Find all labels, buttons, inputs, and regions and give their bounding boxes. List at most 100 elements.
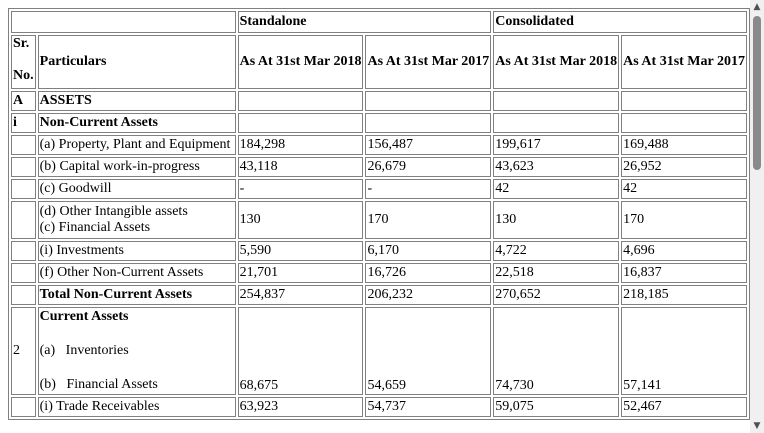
sr-header-line2: No. (13, 68, 34, 83)
value-cell: 4,696 (621, 241, 747, 261)
value-cell (365, 113, 492, 133)
standalone-header: Standalone (237, 11, 492, 33)
scroll-down-arrow-icon[interactable]: ▼ (753, 421, 761, 431)
particulars-cell: (d) Other Intangible assets (c) Financial… (37, 201, 236, 239)
particulars-cell: (i) Investments (37, 241, 236, 261)
value-cell: 16,837 (621, 263, 747, 283)
particulars-cell: (f) Other Non-Current Assets (37, 263, 236, 283)
sr-cell (11, 263, 36, 283)
value-cell: 270,652 (493, 285, 620, 305)
sr-cell (11, 201, 36, 239)
table-row: i Non-Current Assets (11, 113, 747, 133)
standalone-2018-header: As At 31st Mar 2018 (237, 35, 364, 89)
inventories-label: (a) Inventories (39, 343, 129, 358)
value-cell (365, 91, 492, 111)
table-row: (b) Capital work-in-progress 43,118 26,6… (11, 157, 747, 177)
scroll-up-arrow-icon[interactable]: ▲ (753, 2, 761, 12)
particulars-cell: (b) Capital work-in-progress (37, 157, 236, 177)
scrollbar-thumb[interactable] (753, 16, 761, 170)
table-row: A ASSETS (11, 91, 747, 111)
value-cell: 218,185 (621, 285, 747, 305)
consolidated-header: Consolidated (493, 11, 747, 33)
particulars-header: Particulars (37, 35, 236, 89)
value-cell: 5,590 (237, 241, 364, 261)
table-row: (a) Property, Plant and Equipment 184,29… (11, 135, 747, 155)
value-cell: 199,617 (493, 135, 620, 155)
value-cell: 52,467 (621, 397, 747, 417)
value-cell: 130 (237, 201, 364, 239)
value-cell: 16,726 (365, 263, 492, 283)
value-cell: - (237, 179, 364, 199)
value-cell: 54,737 (365, 397, 492, 417)
sr-cell: i (11, 113, 36, 133)
balance-sheet-table: Standalone Consolidated Sr. No. Particula… (8, 8, 750, 420)
value-cell: 130 (493, 201, 620, 239)
value-cell (237, 113, 364, 133)
particulars-cell: (a) Property, Plant and Equipment (37, 135, 236, 155)
value-cell: 74,730 (493, 307, 620, 395)
value-cell: 156,487 (365, 135, 492, 155)
sr-cell (11, 135, 36, 155)
particulars-cell: Non-Current Assets (37, 113, 236, 133)
consolidated-2018-header: As At 31st Mar 2018 (493, 35, 620, 89)
value-cell: 254,837 (237, 285, 364, 305)
sr-cell (11, 179, 36, 199)
value-cell: 22,518 (493, 263, 620, 283)
value-cell: 42 (493, 179, 620, 199)
blank-header-cell (11, 11, 236, 33)
value-cell: 170 (621, 201, 747, 239)
sr-no-header: Sr. No. (11, 35, 36, 89)
value-cell: 206,232 (365, 285, 492, 305)
sr-cell (11, 157, 36, 177)
particulars-cell: (i) Trade Receivables (37, 397, 236, 417)
value-cell: 26,952 (621, 157, 747, 177)
value-cell: 6,170 (365, 241, 492, 261)
value-cell: 68,675 (237, 307, 364, 395)
intangible-label: (d) Other Intangible assets (39, 204, 188, 219)
particulars-cell: Current Assets (a) Inventories (b) Finan… (37, 307, 236, 395)
value-cell: 26,679 (365, 157, 492, 177)
sr-cell: 2 (11, 307, 36, 395)
particulars-cell: ASSETS (37, 91, 236, 111)
value-cell: 63,923 (237, 397, 364, 417)
table-row: (c) Goodwill - - 42 42 (11, 179, 747, 199)
sr-cell (11, 397, 36, 417)
value-cell: 170 (365, 201, 492, 239)
value-cell: 4,722 (493, 241, 620, 261)
table-row: (f) Other Non-Current Assets 21,701 16,7… (11, 263, 747, 283)
sr-cell: A (11, 91, 36, 111)
value-cell: 43,118 (237, 157, 364, 177)
group-header-row: Standalone Consolidated (11, 11, 747, 33)
sr-cell (11, 241, 36, 261)
value-cell: 169,488 (621, 135, 747, 155)
value-cell (493, 91, 620, 111)
value-cell (621, 91, 747, 111)
value-cell: 42 (621, 179, 747, 199)
current-assets-label: Current Assets (39, 309, 129, 324)
sr-header-line1: Sr. (13, 36, 30, 51)
table-row: (i) Trade Receivables 63,923 54,737 59,0… (11, 397, 747, 417)
value-cell: 57,141 (621, 307, 747, 395)
value-cell (621, 113, 747, 133)
value-cell: 54,659 (365, 307, 492, 395)
table-row: 2 Current Assets (a) Inventories (b) Fin… (11, 307, 747, 395)
value-cell: 21,701 (237, 263, 364, 283)
value-cell: 184,298 (237, 135, 364, 155)
value-cell: 59,075 (493, 397, 620, 417)
value-cell (493, 113, 620, 133)
consolidated-2017-header: As At 31st Mar 2017 (621, 35, 747, 89)
value-cell (237, 91, 364, 111)
table-row: Total Non-Current Assets 254,837 206,232… (11, 285, 747, 305)
standalone-2017-header: As At 31st Mar 2017 (365, 35, 492, 89)
table-row: (i) Investments 5,590 6,170 4,722 4,696 (11, 241, 747, 261)
value-cell: 43,623 (493, 157, 620, 177)
vertical-scrollbar[interactable]: ▲ ▼ (750, 0, 764, 433)
financial-assets-label: (c) Financial Assets (39, 220, 151, 235)
column-header-row: Sr. No. Particulars As At 31st Mar 2018 A… (11, 35, 747, 89)
particulars-cell: (c) Goodwill (37, 179, 236, 199)
particulars-cell: Total Non-Current Assets (37, 285, 236, 305)
financial-assets-b-label: (b) Financial Assets (39, 377, 158, 392)
value-cell: - (365, 179, 492, 199)
sr-cell (11, 285, 36, 305)
